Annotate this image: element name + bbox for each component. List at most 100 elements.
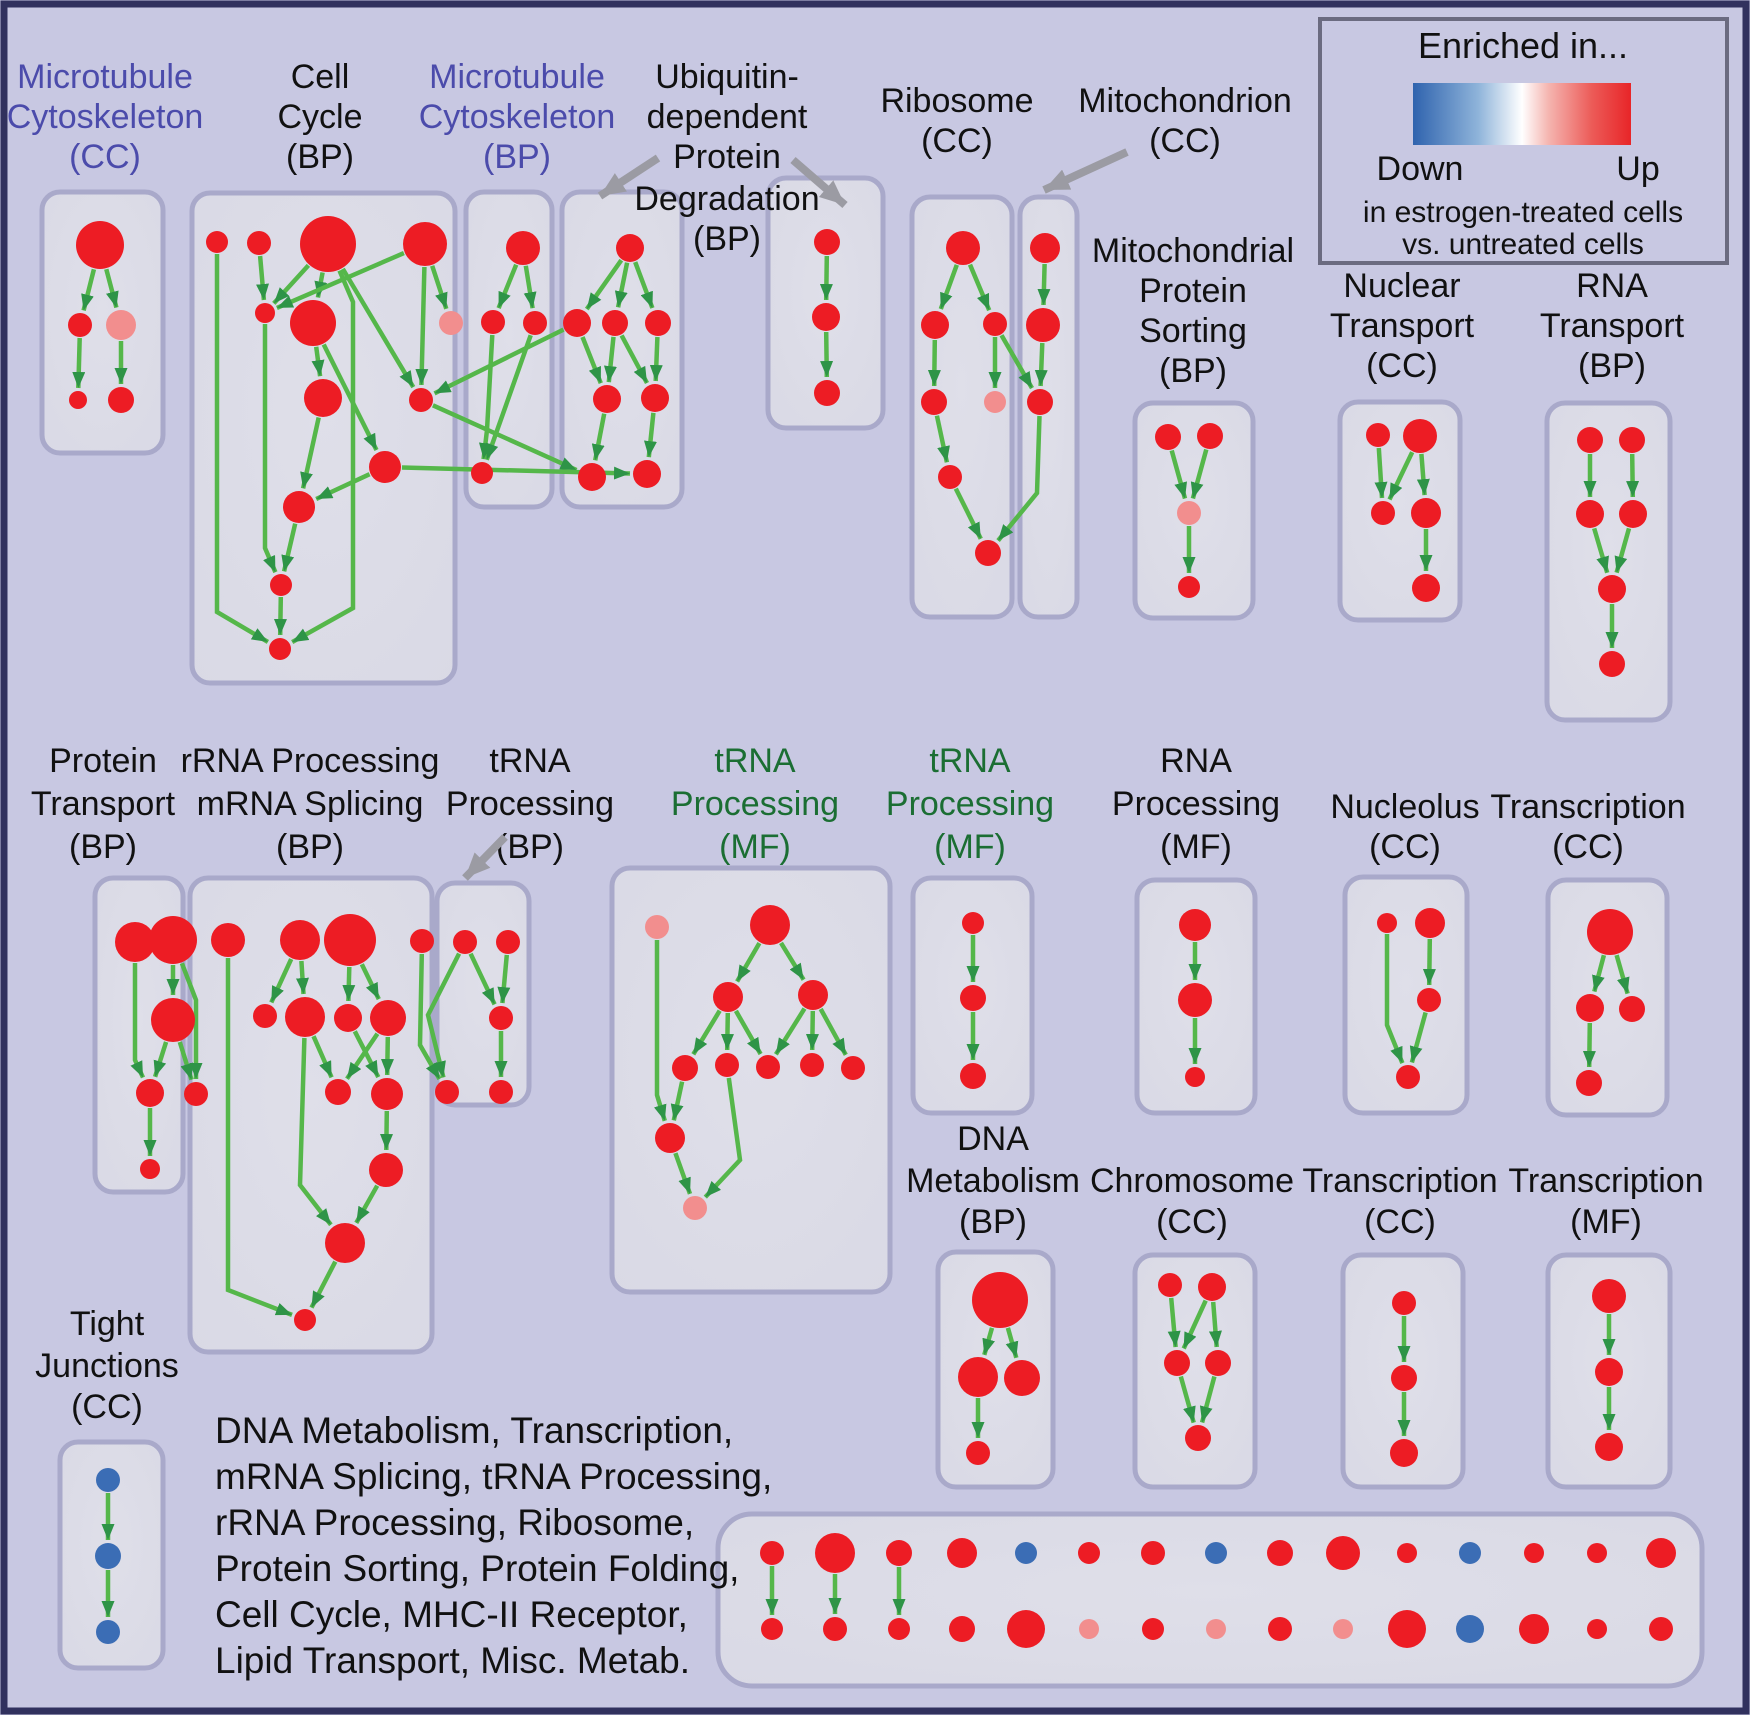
cluster-label-protein-transport-bp: Protein [49,742,157,780]
node-trna-processing-bp [489,1080,513,1104]
node-bottom-misc [1388,1610,1426,1648]
node-microtubule-cytoskeleton-cc [69,391,87,409]
edge-ubiquitin-degradation-bp [649,336,663,382]
node-microtubule-cytoskeleton-bp [481,310,505,334]
node-trna-processing-mf-1 [672,1055,698,1081]
cluster-label-ubiquitin-degradation-bp: dependent [647,98,808,136]
cluster-label-rna-transport-bp: Transport [1540,307,1685,345]
node-cell-cycle-bp [304,379,342,417]
label-pointer-arrow [1042,148,1129,194]
node-mitochondrial-protein-sorting-bp [1178,576,1200,598]
node-ubiquitin-degradation-bp [578,463,606,491]
cluster-label-mitochondrial-protein-sorting-bp: Protein [1139,272,1247,310]
edge-trna-processing-bp [497,954,511,1004]
node-trna-processing-mf-2 [960,1063,986,1089]
node-trna-processing-bp [489,1006,513,1030]
edge-layer [72,251,1640,1617]
edge-rrna-processing-mrna-splicing-bp [295,960,309,995]
node-ubiquitin-degradation-bp [645,310,671,336]
edge-trna-processing-mf-1 [805,1010,819,1051]
edge-ubiquitin-degradation-bp [614,262,630,308]
node-trna-processing-mf-1 [715,1053,739,1077]
node-bottom-misc [1519,1614,1549,1644]
edge-chromosome-cc [1178,1375,1196,1424]
node-bottom-misc [1206,1619,1226,1639]
cluster-label-trna-processing-mf-1: (MF) [719,828,791,866]
node-trna-processing-mf-1 [683,1196,707,1220]
legend-title: Enriched in... [1418,25,1628,66]
edge-nucleolus-cc [1422,938,1436,986]
node-protein-transport-bp [140,1159,160,1179]
node-chromosome-cc [1205,1350,1231,1376]
node-microtubule-cytoskeleton-cc [108,387,134,413]
node-bottom-misc [1459,1542,1481,1564]
cluster-box-ubiquitin-degradation-bp-2 [765,175,886,431]
edge-rrna-processing-mrna-splicing-bp [342,966,356,1002]
edge-dna-metabolism-bp [1005,1327,1019,1359]
cluster-box-chromosome-cc [1132,1252,1258,1490]
node-transcription-cc-2 [1391,1365,1417,1391]
cluster-label-nuclear-transport-cc: Nuclear [1343,267,1460,305]
node-cell-cycle-bp [270,574,292,596]
edge-cell-cycle-bp [256,255,269,301]
edge-rrna-processing-mrna-splicing-bp [380,1036,394,1076]
edge-ubiquitin-degradation-bp-2 [819,255,833,301]
cluster-label-rna-processing-mf: RNA [1160,742,1232,780]
cluster-label-dna-metabolism-bp: Metabolism [906,1162,1080,1200]
node-cell-cycle-bp [247,231,271,255]
node-bottom-misc [1078,1542,1100,1564]
edge-ubiquitin-degradation-bp [619,334,649,385]
node-nucleolus-cc [1417,988,1441,1012]
node-trna-processing-mf-2 [962,912,984,934]
cluster-label-transcription-cc-1: Transcription [1490,788,1685,826]
edge-cell-cycle-bp [273,596,287,636]
node-transcription-mf [1595,1358,1623,1386]
node-rrna-processing-mrna-splicing-bp [211,923,245,957]
node-microtubule-cytoskeleton-bp [506,231,540,265]
node-transcription-mf [1592,1279,1626,1313]
edge-cell-cycle-bp [340,267,416,389]
node-microtubule-cytoskeleton-bp [471,462,493,484]
node-cell-cycle-bp [409,388,433,412]
node-transcription-cc-1 [1619,996,1645,1022]
cluster-label-transcription-cc-2: (CC) [1364,1203,1436,1241]
node-trna-processing-mf-1 [713,982,743,1012]
node-cell-cycle-bp [255,303,275,323]
edge-chromosome-cc [1167,1297,1181,1348]
node-bottom-misc [1587,1619,1607,1639]
node-mitochondrial-protein-sorting-bp [1177,501,1201,525]
node-bottom-misc [760,1541,784,1565]
cluster-label-protein-transport-bp: (BP) [69,828,137,866]
cluster-label-ubiquitin-degradation-bp: Ubiquitin- [655,58,799,96]
node-bottom-misc [949,1616,975,1642]
node-transcription-cc-1 [1587,909,1633,955]
node-transcription-cc-1 [1576,994,1604,1022]
node-dna-metabolism-bp [1004,1360,1040,1396]
edge-rrna-processing-mrna-splicing-bp [345,1032,380,1080]
cross-edge [433,327,565,396]
cluster-label-microtubule-cytoskeleton-bp: Cytoskeleton [419,98,616,136]
label-pointer-arrow [790,156,848,209]
legend-subtitle-1: in estrogen-treated cells [1363,196,1683,229]
node-cell-cycle-bp [206,231,228,253]
edge-trna-processing-mf-1 [779,941,806,981]
node-microtubule-cytoskeleton-bp [523,311,547,335]
node-bottom-misc [1015,1542,1037,1564]
edge-cell-cycle-bp [430,265,449,310]
node-rna-transport-bp [1599,651,1625,677]
node-bottom-misc [815,1533,855,1573]
node-microtubule-cytoskeleton-cc [106,310,136,340]
cluster-label-rrna-processing-mrna-splicing-bp: (BP) [276,828,344,866]
node-ribosome-cc [921,389,947,415]
edge-ribosome-cc [967,263,992,312]
edge-mitochondrial-protein-sorting-bp [1169,449,1188,500]
node-dna-metabolism-bp [958,1357,998,1397]
cluster-label-nucleolus-cc: (CC) [1369,828,1441,866]
node-mitochondrion-cc [1027,389,1053,415]
node-chromosome-cc [1198,1273,1226,1301]
cluster-label-microtubule-cytoskeleton-bp: Microtubule [429,58,605,96]
node-cell-cycle-bp [439,311,463,335]
cluster-label-chromosome-cc: Chromosome [1090,1162,1294,1200]
edge-trna-processing-mf-1 [670,1081,685,1121]
node-cell-cycle-bp [300,216,356,272]
